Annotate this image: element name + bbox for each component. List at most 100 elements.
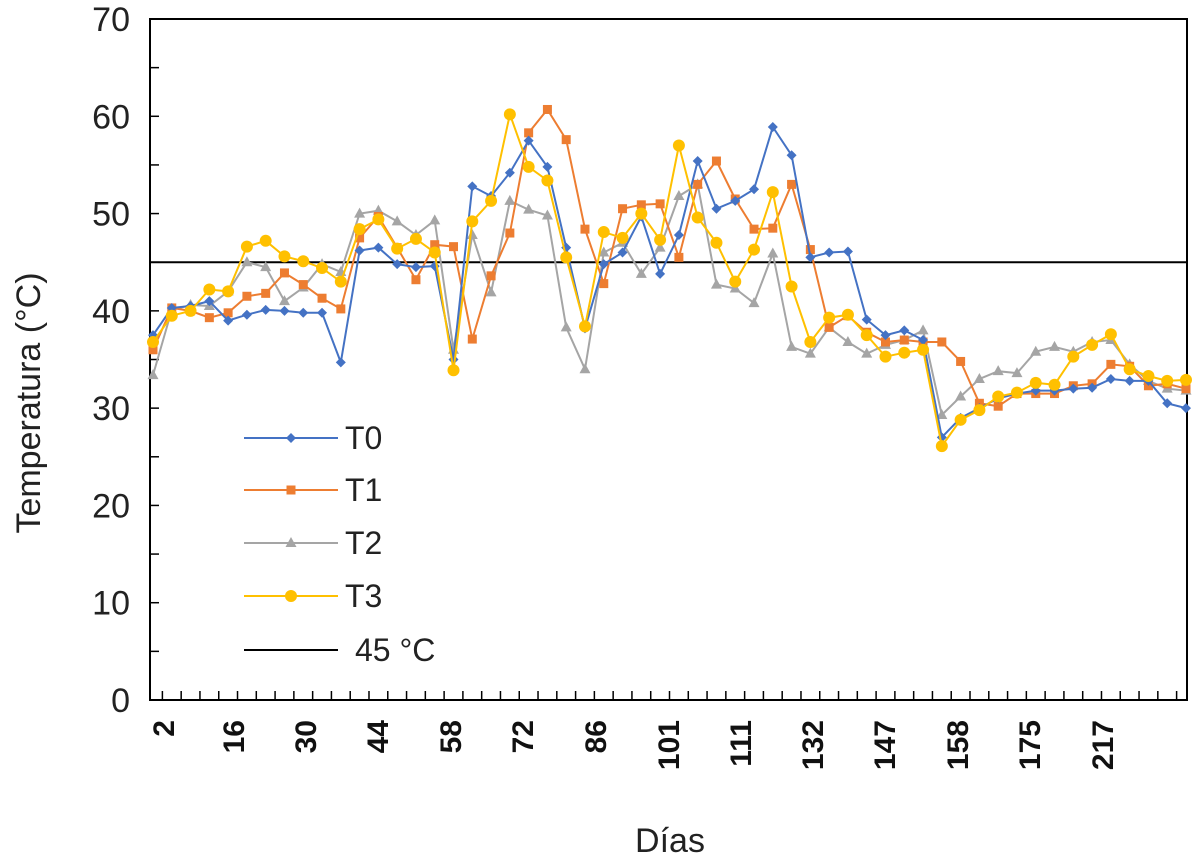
data-point bbox=[598, 259, 609, 270]
data-point bbox=[636, 200, 646, 210]
data-point bbox=[1067, 350, 1080, 363]
data-point bbox=[937, 337, 947, 347]
y-tick-label: 20 bbox=[92, 487, 130, 525]
data-point bbox=[691, 211, 704, 224]
data-point bbox=[599, 279, 609, 289]
data-point bbox=[1105, 373, 1116, 384]
data-point bbox=[335, 357, 346, 368]
data-point bbox=[429, 214, 441, 225]
plot-border bbox=[149, 18, 1188, 701]
data-point bbox=[147, 369, 159, 380]
data-point bbox=[504, 194, 516, 205]
data-point bbox=[260, 304, 271, 315]
x-tick-label: 111 bbox=[725, 720, 758, 767]
data-point bbox=[598, 246, 610, 257]
data-point bbox=[917, 343, 930, 356]
data-point bbox=[298, 280, 308, 290]
data-point bbox=[485, 286, 497, 297]
x-tick-label: 58 bbox=[435, 720, 468, 753]
data-point bbox=[523, 135, 534, 146]
data-point bbox=[674, 252, 684, 262]
data-point bbox=[392, 259, 403, 270]
data-point bbox=[560, 251, 573, 264]
y-tick-label: 40 bbox=[92, 293, 130, 331]
data-point bbox=[223, 315, 234, 326]
data-point bbox=[673, 190, 685, 201]
data-point bbox=[353, 223, 366, 236]
data-point bbox=[749, 224, 759, 234]
data-point bbox=[372, 213, 385, 226]
legend-item-t0: T0 bbox=[244, 420, 382, 456]
x-tick-label: 2 bbox=[148, 720, 181, 737]
data-point bbox=[936, 408, 948, 419]
data-point bbox=[918, 335, 929, 346]
data-point bbox=[1124, 375, 1135, 386]
data-point bbox=[842, 246, 853, 257]
data-point bbox=[766, 186, 779, 199]
data-point bbox=[148, 345, 158, 355]
data-point bbox=[730, 195, 741, 206]
data-point bbox=[879, 350, 892, 363]
data-point bbox=[580, 224, 590, 234]
data-point bbox=[147, 335, 159, 348]
data-point bbox=[804, 347, 816, 358]
x-tick-label: 158 bbox=[942, 720, 975, 770]
y-tick-label: 50 bbox=[92, 196, 130, 234]
y-tick-label: 30 bbox=[92, 390, 130, 428]
x-tick-label: 72 bbox=[507, 720, 540, 753]
data-point bbox=[1029, 376, 1042, 389]
data-point bbox=[956, 356, 966, 366]
legend-label: 45 °C bbox=[355, 632, 435, 668]
data-point bbox=[1180, 373, 1192, 386]
data-point bbox=[655, 268, 666, 279]
x-tick-label: 217 bbox=[1087, 720, 1120, 770]
data-point bbox=[259, 234, 272, 247]
data-point bbox=[992, 390, 1005, 403]
legend-label: T3 bbox=[345, 578, 382, 614]
data-point bbox=[860, 329, 873, 342]
data-point bbox=[786, 150, 797, 161]
data-point bbox=[261, 288, 271, 298]
data-point bbox=[241, 256, 253, 267]
legend-item-t3: T3 bbox=[244, 578, 382, 614]
data-point bbox=[165, 309, 178, 322]
data-point bbox=[785, 280, 798, 293]
data-point bbox=[1086, 338, 1099, 351]
data-point bbox=[955, 390, 967, 401]
data-point bbox=[880, 330, 891, 341]
data-point bbox=[542, 104, 552, 114]
data-point bbox=[204, 313, 214, 323]
data-point bbox=[317, 307, 328, 318]
legend-item-t1: T1 bbox=[244, 472, 382, 508]
data-point bbox=[410, 262, 421, 273]
data-point bbox=[824, 322, 834, 332]
data-point bbox=[355, 233, 365, 243]
data-point bbox=[711, 156, 721, 166]
data-point bbox=[1030, 345, 1042, 356]
data-point bbox=[297, 255, 310, 268]
data-point bbox=[993, 401, 1003, 411]
data-point bbox=[654, 233, 667, 246]
data-point bbox=[898, 346, 911, 359]
data-point bbox=[542, 161, 553, 172]
data-point bbox=[466, 215, 479, 228]
data-point bbox=[655, 199, 665, 209]
data-point bbox=[240, 240, 253, 253]
data-point bbox=[842, 335, 854, 346]
series-layer bbox=[147, 104, 1192, 453]
x-tick-label: 44 bbox=[362, 720, 395, 754]
legend-label: T2 bbox=[345, 525, 382, 561]
data-point bbox=[618, 204, 628, 214]
x-tick-label: 86 bbox=[580, 720, 613, 753]
data-point bbox=[430, 240, 440, 250]
data-point bbox=[917, 324, 929, 335]
data-point bbox=[787, 179, 797, 189]
data-point bbox=[285, 537, 297, 547]
data-point bbox=[522, 160, 535, 173]
data-point bbox=[861, 314, 872, 325]
data-point bbox=[786, 340, 798, 351]
data-point bbox=[334, 275, 347, 288]
legend: T0 T1 T2 T3 45 °C bbox=[244, 420, 435, 668]
data-point bbox=[1048, 378, 1061, 391]
